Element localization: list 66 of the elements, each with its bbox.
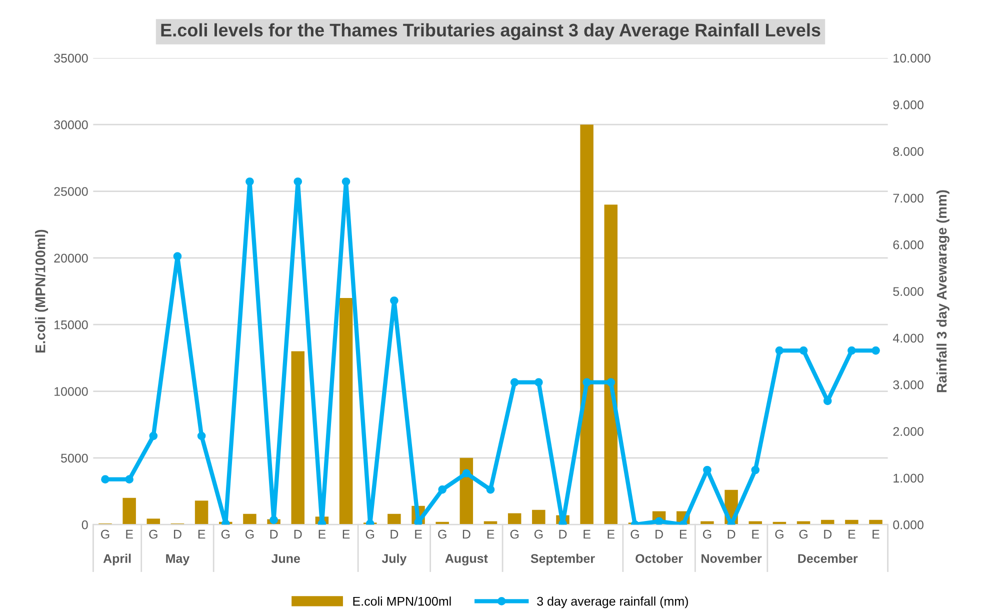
text: October (636, 554, 683, 563)
x-tick-label: G (366, 530, 374, 539)
y2-tick-label: 3.000 (893, 380, 924, 390)
legend-label: 3 day average rainfall (mm) (537, 596, 688, 608)
x-tick-label: G (775, 530, 784, 539)
y2-tick-label: 8.000 (893, 147, 924, 156)
text: December (798, 554, 858, 563)
x-tick-label: E (487, 530, 494, 539)
text: July (382, 554, 407, 566)
y2-tick-label: 10.000 (894, 54, 930, 63)
y2-tick-label: 9.000 (893, 100, 924, 110)
y-axis-title: E.coli (MPN/100ml) (35, 230, 48, 352)
x-tick-label: G (245, 530, 254, 539)
y2-tick-label: 7.000 (893, 194, 924, 203)
x-tick-label: G (534, 530, 543, 539)
y2-tick-label: 2.000 (893, 427, 924, 436)
y-tick-label: 5000 (61, 454, 88, 463)
x-tick-label: D (728, 530, 736, 539)
y-tick-label: 15000 (54, 320, 88, 330)
x-tick-label: G (630, 530, 639, 539)
x-tick-label: G (221, 530, 230, 539)
x-tick-label: E (342, 530, 350, 539)
x-tick-label: D (824, 530, 832, 539)
x-tick-label: D (294, 530, 302, 539)
x-tick-label: D (270, 530, 278, 539)
x-tick-label: E (680, 530, 687, 539)
x-tick-label: E (584, 530, 590, 539)
x-tick-label: G (510, 530, 519, 539)
y-tick-label: 35000 (54, 54, 88, 63)
y2-tick-label: 0.000 (893, 520, 924, 530)
x-tick-label: G (149, 530, 158, 539)
x-tick-label: E (126, 530, 133, 539)
x-tick-label: G (799, 530, 808, 539)
y2-axis-title: Rainfall 3 day Avewarage (mm) (936, 190, 950, 392)
x-tick-label: D (559, 530, 567, 539)
y-tick-label: 20000 (54, 254, 88, 263)
x-tick-label: E (198, 530, 206, 539)
legend-label: E.coli MPN/100ml (353, 596, 451, 606)
y-tick-label: 0 (82, 520, 88, 530)
x-tick-label: D (656, 530, 663, 539)
text: May (166, 554, 190, 566)
y-tick-label: 25000 (54, 187, 88, 196)
y-tick-label: 10000 (54, 387, 88, 396)
y2-tick-label: 5.000 (893, 287, 924, 296)
x-tick-label: E (608, 530, 615, 539)
text: August (445, 554, 488, 566)
x-tick-label: E (872, 530, 880, 539)
text: April (103, 554, 131, 566)
x-tick-label: G (438, 530, 446, 539)
text: June (271, 554, 300, 563)
x-tick-label: D (390, 530, 398, 539)
y2-tick-label: 4.000 (892, 334, 924, 343)
y2-tick-label: 6.000 (893, 240, 924, 250)
x-tick-label: G (702, 530, 712, 539)
x-tick-label: D (462, 530, 470, 539)
x-tick-label: E (318, 530, 326, 539)
x-tick-label: D (174, 530, 182, 539)
x-tick-label: E (752, 530, 759, 539)
x-tick-label: E (415, 530, 422, 539)
x-tick-label: G (101, 530, 110, 539)
chart-title: E.coli levels for the Thames Tributaries against 3 day Average Rainfall Levels (161, 23, 820, 40)
y2-tick-label: 1.000 (894, 474, 924, 483)
y-tick-label: 30000 (54, 120, 88, 130)
x-tick-label: E (848, 530, 856, 539)
text: September (530, 554, 595, 566)
text: November (702, 554, 762, 563)
